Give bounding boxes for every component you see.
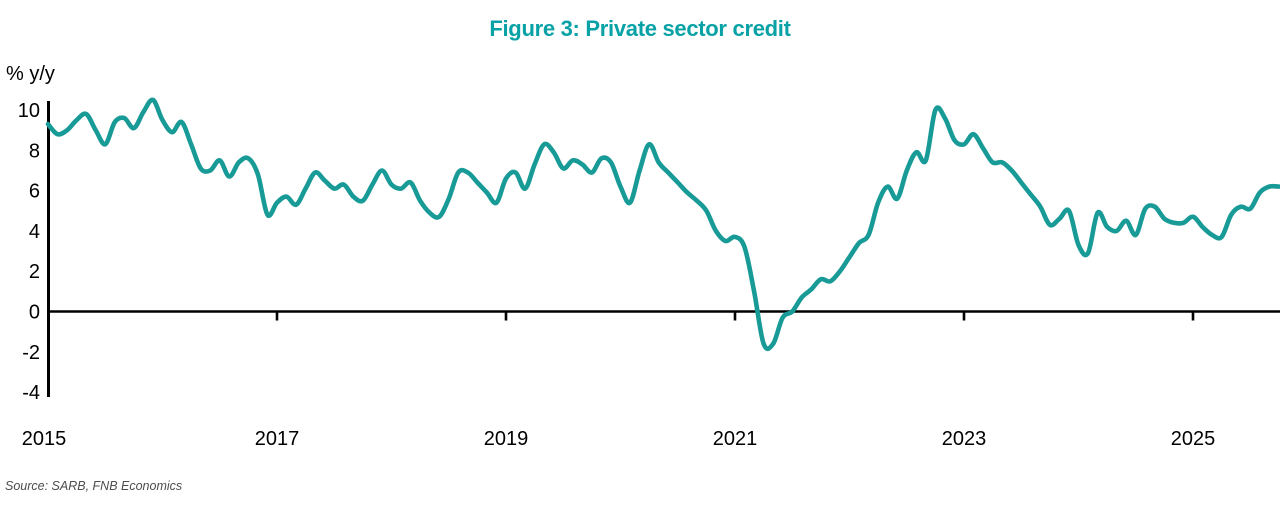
x-tick-label: 2015 (22, 428, 67, 450)
y-tick-label: 4 (29, 221, 40, 243)
y-tick-label: 0 (29, 302, 40, 324)
x-tick-label: 2025 (1171, 428, 1216, 450)
y-axis-tick-labels: 10 8 6 4 2 0 -2 -4 (18, 100, 40, 404)
x-tick-label: 2019 (484, 428, 529, 450)
x-tick-label: 2017 (255, 428, 300, 450)
y-axis-unit-label: % y/y (6, 63, 55, 85)
x-tick-label: 2021 (713, 428, 758, 450)
y-tick-label: 2 (29, 261, 40, 283)
x-axis-ticks (275, 311, 1195, 321)
y-tick-label: 10 (18, 100, 40, 122)
x-tick-label: 2023 (942, 428, 987, 450)
x-axis-tick-labels: 2015 2017 2019 2021 2023 2025 (22, 428, 1216, 450)
credit-growth-line-series (45, 97, 1280, 352)
y-tick-label: 6 (29, 181, 40, 203)
chart-title: Figure 3: Private sector credit (489, 16, 791, 41)
y-tick-label: -4 (22, 382, 40, 404)
y-tick-label: 8 (29, 140, 40, 162)
y-tick-label: -2 (22, 342, 40, 364)
source-note: Source: SARB, FNB Economics (5, 479, 183, 493)
